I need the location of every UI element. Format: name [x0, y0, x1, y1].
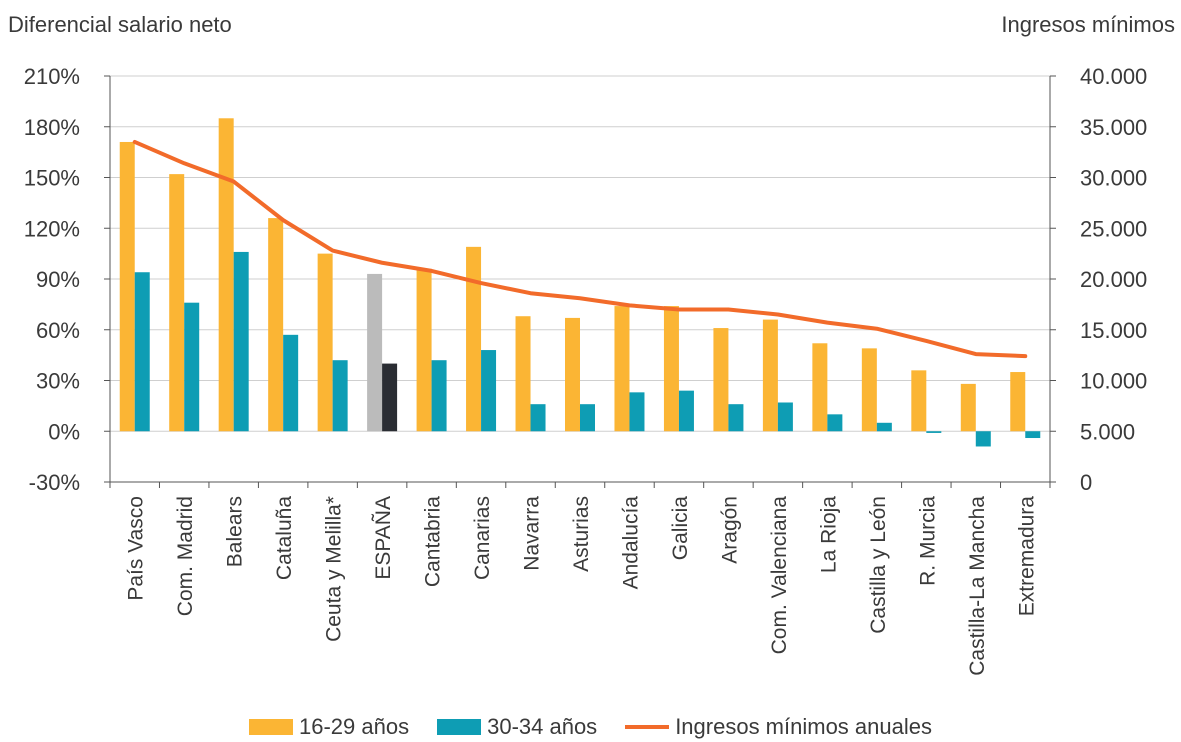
bar-16-29 — [762, 319, 778, 432]
bar-30-34 — [481, 350, 497, 432]
bar-30-34 — [629, 392, 645, 432]
bar-16-29 — [169, 174, 185, 432]
x-tick-label: Extremadura — [1015, 496, 1038, 617]
x-tick-label: Com. Valenciana — [768, 496, 791, 655]
bar-16-29 — [861, 348, 877, 432]
bar-30-34 — [134, 272, 150, 432]
y-left-tick-label: 120% — [24, 216, 80, 241]
right-axis-title: Ingresos mínimos — [1001, 12, 1175, 37]
legend-label-ingresos: Ingresos mínimos anuales — [675, 714, 932, 739]
x-tick-label: Canarias — [471, 496, 494, 580]
bar-16-29 — [713, 328, 729, 432]
left-axis-title: Diferencial salario neto — [8, 12, 232, 37]
bar-16-29 — [565, 317, 580, 432]
bar-30-34 — [530, 404, 546, 432]
y-right-tick-label: 25.000 — [1080, 216, 1147, 241]
bar-16-29 — [218, 118, 234, 432]
x-tick-label: Castilla-La Mancha — [966, 496, 989, 676]
y-right-tick-label: 40.000 — [1080, 64, 1147, 89]
bar-16-29 — [663, 306, 679, 432]
x-tick-label: ESPAÑA — [371, 496, 395, 580]
bar-16-29 — [466, 246, 482, 432]
x-tick-label: Cataluña — [273, 496, 296, 580]
bar-30-34 — [233, 251, 249, 432]
x-tick-label: Castilla y León — [867, 496, 890, 634]
line-ingresos-minimos — [132, 139, 1028, 359]
x-tick-label: Andalucía — [619, 496, 642, 590]
y-right-tick-label: 10.000 — [1080, 369, 1147, 394]
bar-16-29 — [416, 268, 432, 432]
y-left-tick-label: 180% — [24, 115, 80, 140]
bar-30-34 — [678, 390, 694, 432]
x-tick-label: Balears — [224, 496, 247, 567]
x-tick-label: País Vasco — [125, 496, 148, 601]
bar-30-34 — [728, 404, 744, 432]
bar-30-34 — [827, 414, 843, 432]
x-tick-label: Navarra — [521, 496, 544, 571]
bar-30-34 — [382, 363, 398, 432]
bar-30-34 — [431, 360, 447, 432]
legend-label-16-29: 16-29 años — [299, 714, 410, 739]
x-tick-label: Cantabria — [422, 496, 445, 587]
x-tick-label: Aragón — [718, 496, 741, 564]
y-left-tick-label: 90% — [36, 267, 80, 292]
y-right-tick-label: 20.000 — [1080, 267, 1147, 292]
bar-30-34 — [1025, 431, 1041, 439]
bar-16-29 — [119, 141, 135, 432]
y-left-tick-label: -30% — [29, 470, 80, 495]
x-tick-label: Galicia — [669, 496, 692, 561]
legend-item-16-29: 16-29 años — [249, 714, 409, 740]
x-tick-label: Com. Madrid — [174, 496, 197, 616]
bar-16-29 — [1010, 372, 1026, 432]
y-right-tick-label: 5.000 — [1080, 419, 1135, 444]
bar-30-34 — [777, 402, 793, 432]
bar-30-34 — [876, 422, 892, 432]
bar-16-29 — [911, 370, 927, 432]
bar-30-34 — [184, 302, 200, 432]
legend-swatch-ingresos — [625, 725, 670, 729]
y-left-tick-label: 60% — [36, 318, 80, 343]
y-left-tick-label: 150% — [24, 166, 80, 191]
bar-30-34 — [332, 360, 348, 432]
legend-swatch-30-34 — [437, 719, 482, 735]
bar-16-29 — [268, 218, 284, 432]
bar-30-34 — [283, 334, 299, 432]
y-right-tick-label: 35.000 — [1080, 115, 1147, 140]
legend: 16-29 años 30-34 años Ingresos mínimos a… — [0, 714, 1181, 740]
y-left-tick-label: 0% — [48, 419, 80, 444]
bar-16-29 — [812, 343, 828, 432]
legend-item-30-34: 30-34 años — [437, 714, 597, 740]
bar-30-34 — [580, 404, 595, 432]
y-right-tick-label: 15.000 — [1080, 318, 1147, 343]
bar-16-29 — [367, 273, 383, 432]
bar-16-29 — [960, 383, 976, 432]
bar-16-29 — [614, 306, 630, 432]
x-tick-label: Asturias — [570, 496, 593, 572]
legend-label-30-34: 30-34 años — [487, 714, 598, 739]
legend-item-ingresos: Ingresos mínimos anuales — [625, 714, 932, 740]
bar-16-29 — [515, 316, 531, 432]
x-tick-label: Ceuta y Melilla* — [323, 496, 346, 642]
bar-30-34 — [926, 431, 942, 433]
y-right-tick-label: 0 — [1080, 470, 1092, 495]
legend-swatch-16-29 — [249, 719, 293, 735]
bar-30-34 — [975, 431, 991, 447]
y-right-tick-label: 30.000 — [1080, 166, 1147, 191]
x-tick-label: R. Murcia — [916, 496, 939, 586]
bar-16-29 — [317, 253, 333, 432]
y-left-tick-label: 210% — [24, 64, 80, 89]
y-left-tick-label: 30% — [36, 369, 80, 394]
x-tick-label: La Rioja — [817, 496, 840, 573]
